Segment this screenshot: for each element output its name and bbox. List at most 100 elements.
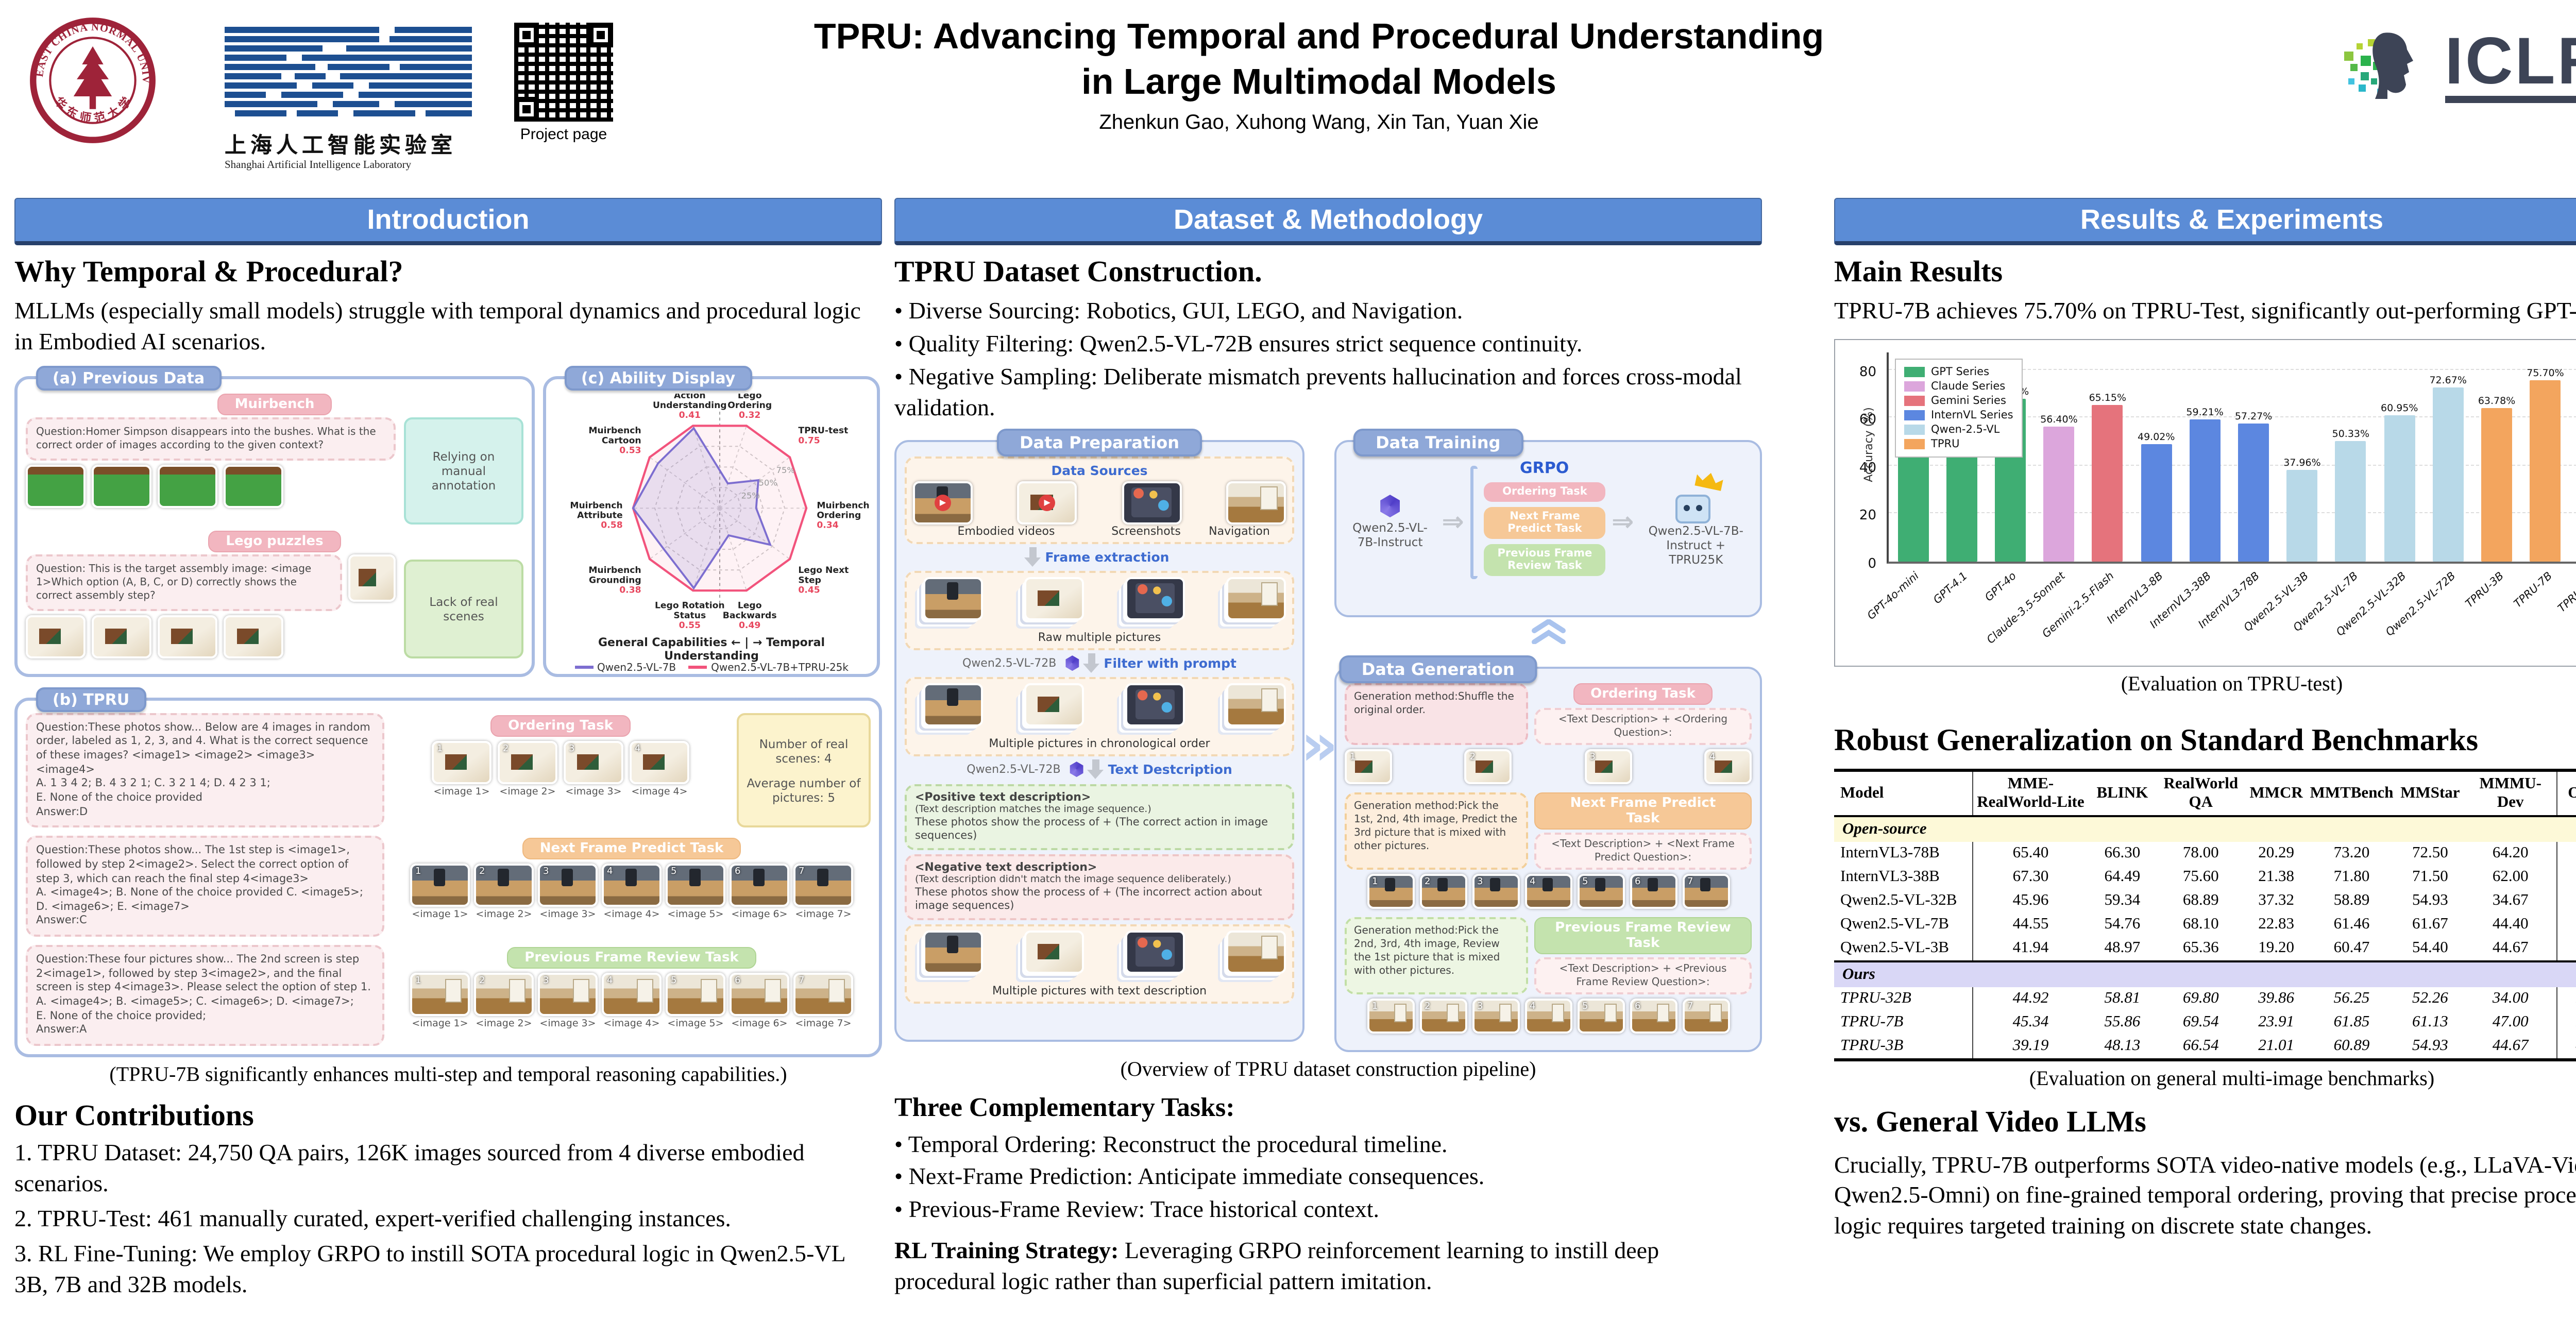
image-label: <image 3> — [539, 909, 596, 921]
cell: 44.67 — [2464, 1034, 2558, 1060]
vs-heading: vs. General Video LLMs — [1834, 1105, 2146, 1139]
qwen-icon — [1065, 655, 1079, 671]
chart-caption: (Evaluation on TPRU-test) — [2121, 672, 2343, 696]
method-bullet-3: • Negative Sampling: Deliberate mismatch… — [894, 363, 1742, 420]
radar-spoke — [692, 508, 720, 591]
tuned-model-name: Qwen2.5-VL-7B-Instruct + TPRU25K — [1648, 523, 1743, 567]
image-label: <image 5> — [667, 1018, 724, 1030]
bar — [2141, 444, 2172, 562]
double-chevron-up-icon — [1531, 618, 1565, 645]
bar — [2286, 470, 2318, 562]
cell: 37.32 — [2258, 891, 2294, 909]
poster-header: EAST CHINA NORMAL UNIVERSITY 华东师范大学 上海人工… — [0, 0, 2576, 194]
contribution-2: 2. TPRU-Test: 461 manually curated, expe… — [14, 1205, 731, 1231]
generation-images: 1 2 3 4 — [1345, 749, 1752, 784]
radar-spoke — [719, 508, 747, 591]
note-scenes-line1: Number of real scenes: 4 — [759, 736, 849, 766]
cell: 71.80 — [2333, 868, 2370, 886]
legend-item: TPRU — [1904, 438, 2013, 450]
cell: TPRU-32B — [1834, 987, 1973, 1011]
image-thumb — [92, 464, 151, 508]
thumbnail-gui — [1122, 481, 1182, 525]
image-thumb: 4 — [1524, 873, 1572, 909]
image-thumb — [224, 615, 283, 658]
thumbnail-robot: 2 — [474, 864, 534, 907]
bar-value: 63.78% — [2478, 396, 2516, 408]
cell: 48.97 — [2104, 939, 2141, 957]
legend-swatch — [688, 666, 707, 669]
image-thumb: 3 — [1472, 998, 1519, 1034]
image-thumb — [224, 464, 283, 508]
cell: 44.67 — [2464, 936, 2558, 961]
data-sources-box: Data Sources Embodied videos Screenshots… — [905, 456, 1294, 544]
bar-column: 63.78% — [2472, 396, 2521, 562]
image-thumb: 4 <image 4> — [630, 740, 689, 798]
title-block: TPRU: Advancing Temporal and Procedural … — [670, 14, 1968, 134]
legend-swatch — [1904, 424, 1925, 435]
negative-sub: (Text description didn't match the image… — [915, 874, 1231, 886]
robot-icon — [1675, 494, 1710, 523]
cell: 54.76 — [2104, 915, 2141, 933]
generation-method: Generation method:Pick the 2nd, 3rd, 4th… — [1345, 917, 1528, 994]
cell: 55.86 — [2104, 1013, 2141, 1031]
radar-axis-label: Lego Ordering 0.32 — [727, 394, 772, 420]
cell: 58.89 — [2333, 891, 2370, 909]
bar-value: 50.33% — [2332, 428, 2370, 440]
cell: 39.86 — [2258, 989, 2294, 1007]
image-thumb: 4 <image 4> — [602, 864, 662, 921]
cell: 48.13 — [2104, 1037, 2141, 1055]
generation-row: Generation method:Shuffle the original o… — [1345, 683, 1752, 745]
tasks-heading: Three Complementary Tasks: — [894, 1092, 1235, 1122]
image-thumb: 7 <image 7> — [793, 864, 853, 921]
legend-item: Qwen-2.5-VL — [1904, 424, 2013, 436]
y-axis-ticks: 0 20 40 60 80 — [1835, 352, 1883, 572]
cell: 51.43 — [2557, 889, 2576, 912]
data-generation-tag: Data Generation — [1338, 655, 1537, 683]
data-training-panel: Data Training GRPO Qwen2.5-VL-7B-Instruc… — [1334, 428, 1762, 617]
chronological-stacks — [913, 683, 1286, 736]
column-introduction: Introduction Why Temporal & Procedural? … — [14, 198, 882, 1300]
thumbnail-gui — [1125, 930, 1185, 974]
task-formula: <Text Description> + <Previous Frame Rev… — [1534, 957, 1752, 994]
thumbnail-lego — [1024, 930, 1084, 974]
table-header-row: Model MME-RealWorld-Lite BLINK RealWorld QA… — [1834, 770, 2576, 817]
thumbnail-gui — [1125, 577, 1185, 620]
lego-question: Question: This is the target assembly im… — [26, 554, 342, 611]
thumbnail-lego — [1017, 481, 1077, 525]
bar — [2043, 426, 2075, 562]
legend-label: Claude Series — [1931, 380, 2006, 393]
image-label: <image 7> — [795, 909, 852, 921]
image-thumb: 5 — [1577, 873, 1624, 909]
thumbnail-nav: 2 — [474, 973, 534, 1017]
cell: 69.80 — [2182, 989, 2219, 1007]
bar-value: 60.95% — [2381, 402, 2418, 414]
generation-row: Generation method:Pick the 1st, 2nd, 4th… — [1345, 792, 1752, 870]
radar-ring — [697, 486, 742, 529]
prev-frame-question: Question:These four pictures show... The… — [26, 945, 384, 1046]
chronological-label: Multiple pictures in chronological order — [989, 736, 1210, 750]
thumbnail-lego: 3 — [564, 740, 623, 784]
note-scenes: Number of real scenes: 4 Average number … — [737, 713, 871, 828]
cell: 68.10 — [2182, 915, 2219, 933]
task-bullet-1: • Temporal Ordering: Reconstruct the pro… — [894, 1131, 1448, 1157]
gridline — [1889, 464, 2576, 466]
bar-value: 37.96% — [2283, 458, 2321, 469]
column-header: MMStar — [2396, 770, 2465, 817]
cell: 21.38 — [2258, 868, 2294, 886]
thumbnail-nav: 5 — [666, 973, 725, 1017]
benchmark-table: Model MME-RealWorld-Lite BLINK RealWorld QA… — [1834, 768, 2576, 1061]
image-thumb: 6 <image 6> — [730, 973, 789, 1029]
bar — [2530, 380, 2561, 562]
radar-spoke — [719, 508, 790, 560]
x-axis-labels: GPT-4o-mini GPT-4.1 GPT-4o Claude-3.5-Sonne… — [1865, 566, 2576, 647]
source-label-navigation: Navigation — [1209, 524, 1270, 538]
thumbnail-robot — [923, 930, 983, 974]
cell: TPRU-7B — [1834, 1010, 1973, 1035]
generation-task: Ordering Task <Text Description> + <Order… — [1534, 683, 1752, 745]
cell: 45.34 — [2012, 1013, 2049, 1031]
thumbnail-bush — [92, 464, 151, 508]
thumbnail-lego: 4 — [1704, 749, 1752, 784]
cell: 22.83 — [2258, 915, 2294, 933]
cell: 66.54 — [2182, 1037, 2219, 1055]
